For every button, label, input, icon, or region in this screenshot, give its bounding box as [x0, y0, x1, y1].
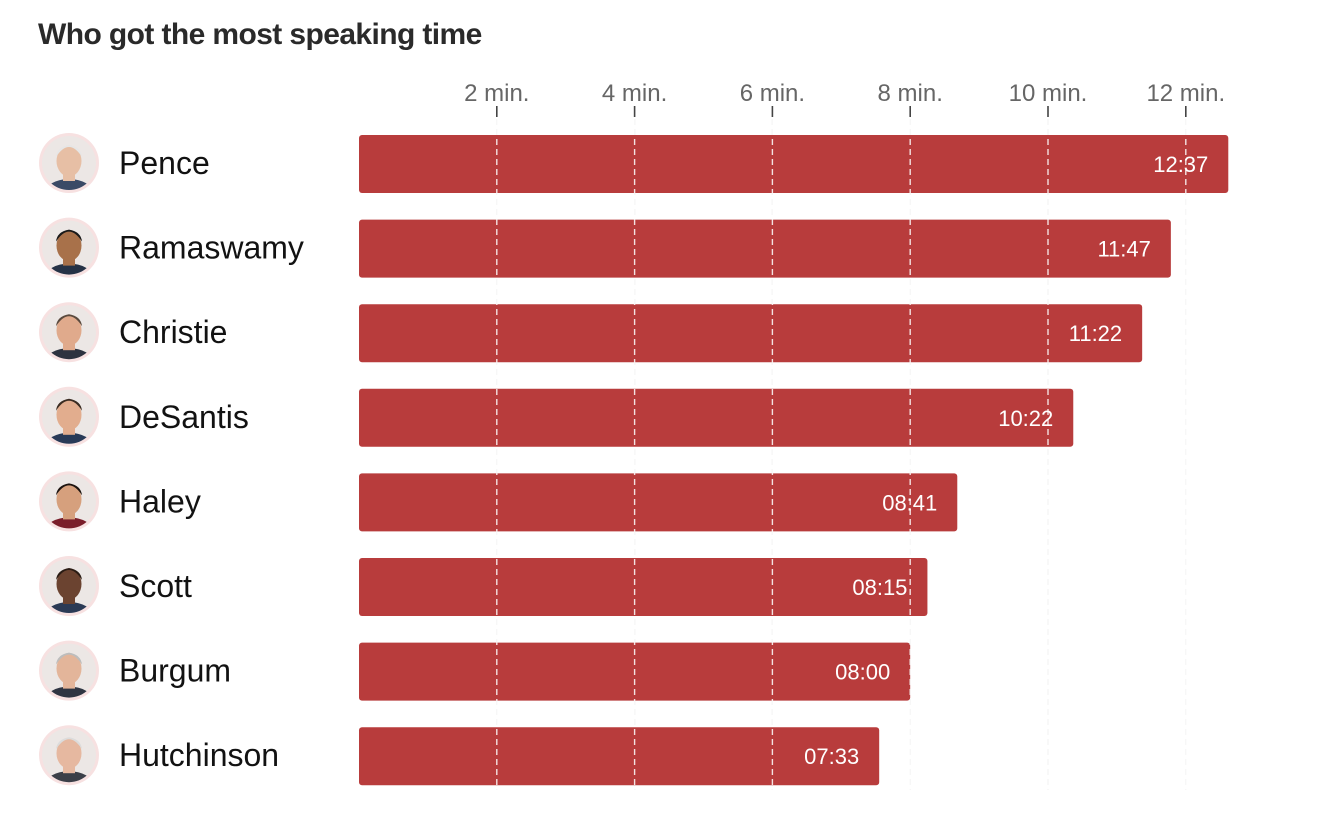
candidate-name: Pence — [119, 145, 210, 181]
bar-value-label: 11:47 — [1097, 237, 1150, 262]
x-tick-label: 12 min. — [1146, 80, 1225, 107]
candidate-name: DeSantis — [119, 399, 249, 435]
ramaswamy-portrait-icon — [39, 217, 99, 278]
bar — [359, 558, 928, 616]
bar — [359, 388, 1074, 447]
bar-value-label: 10:22 — [998, 406, 1053, 431]
x-tick-label: 10 min. — [1009, 80, 1088, 107]
hutchinson-portrait-icon — [39, 725, 99, 786]
burgum-portrait-icon — [39, 640, 99, 701]
x-tick-label: 2 min. — [464, 80, 529, 107]
christie-portrait-icon — [39, 302, 99, 363]
x-axis: 2 min. 4 min. 6 min. 8 min. 10 min. 12 min. — [464, 80, 1225, 117]
x-tick-label: 6 min. — [740, 80, 805, 107]
bar — [359, 135, 1229, 193]
pence-portrait-icon — [39, 133, 99, 193]
chart-title: Who got the most speaking time — [38, 18, 482, 51]
bar — [359, 727, 880, 786]
bars — [359, 135, 1229, 786]
value-labels: 12:37 11:47 11:22 10:22 08:41 08:15 08:00 07:33 — [804, 152, 1208, 769]
bar — [359, 473, 958, 532]
bar-value-label: 08:00 — [835, 660, 890, 685]
bar-value-label: 08:41 — [882, 490, 937, 515]
x-tick-label: 4 min. — [602, 80, 667, 107]
scott-portrait-icon — [39, 556, 99, 616]
candidate-name: Scott — [119, 568, 192, 604]
bar-value-label: 07:33 — [804, 744, 859, 769]
haley-portrait-icon — [39, 471, 99, 532]
bar — [359, 219, 1171, 278]
bar — [359, 304, 1143, 363]
bar-value-label: 08:15 — [852, 575, 907, 600]
candidate-name: Hutchinson — [119, 737, 279, 773]
bar-value-label: 12:37 — [1153, 152, 1208, 177]
candidate-name: Christie — [119, 314, 227, 350]
x-tick-label: 8 min. — [878, 80, 943, 107]
desantis-portrait-icon — [39, 386, 99, 447]
candidate-name: Ramaswamy — [119, 230, 304, 266]
category-labels: Pence Ramaswamy Christie DeSantis Haley Scott… — [39, 133, 304, 786]
candidate-name: Haley — [119, 483, 201, 519]
bar-value-label: 11:22 — [1069, 321, 1122, 346]
gridlines — [496, 119, 1187, 790]
candidate-name: Burgum — [119, 653, 231, 689]
